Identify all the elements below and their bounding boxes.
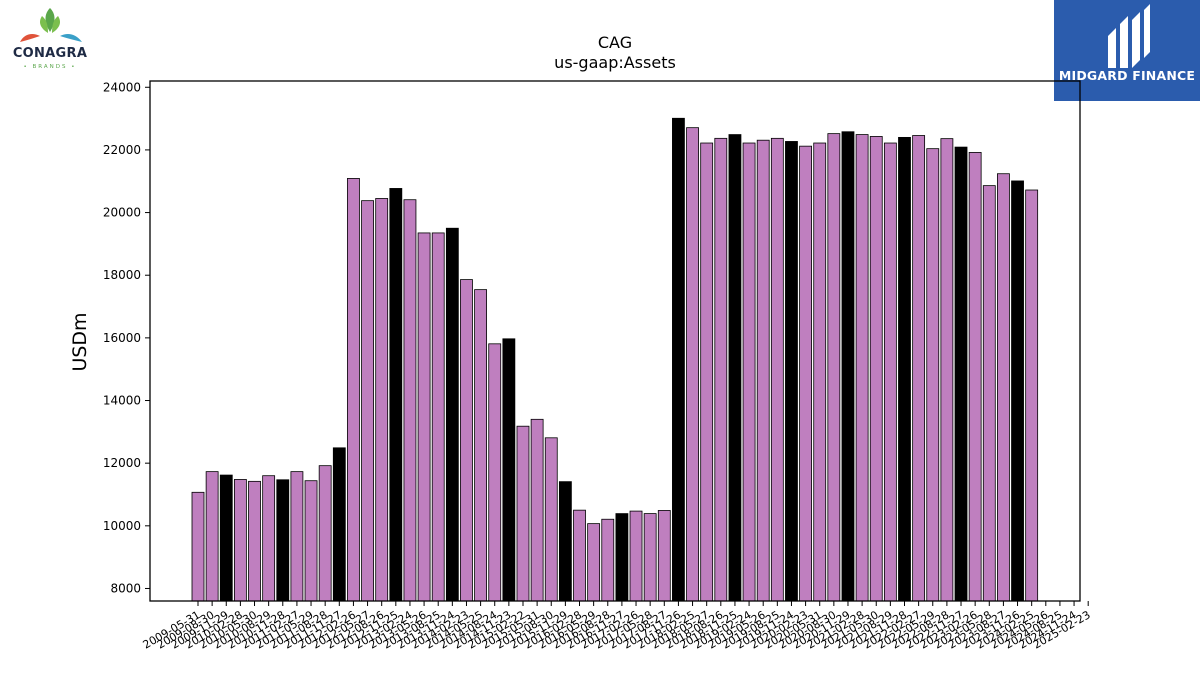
bar [219, 474, 233, 602]
bar [940, 138, 954, 602]
bar [474, 289, 488, 602]
y-axis-label: USDm [69, 312, 91, 371]
bar [601, 518, 615, 602]
bar [516, 425, 530, 602]
bar [347, 178, 360, 602]
bar [997, 173, 1010, 602]
bar [375, 198, 389, 602]
midgard-emblem-icon [1108, 4, 1150, 68]
bar [869, 136, 883, 602]
y-tick-label: 18000 [103, 268, 141, 282]
bar [742, 142, 756, 602]
bar [318, 465, 332, 602]
bar [544, 437, 558, 602]
bar [898, 136, 911, 602]
bar [813, 142, 827, 602]
bar [855, 134, 869, 602]
bar [756, 139, 770, 602]
conagra-subtext: • BRANDS • [23, 64, 77, 70]
plot-frame [149, 80, 1081, 602]
bar [643, 513, 657, 602]
bar [954, 146, 968, 602]
bar [883, 142, 897, 602]
bar [785, 141, 798, 602]
x-axis-ticks: 2009-05-312009-08-302009-11-292010-02-28… [141, 601, 1093, 652]
chart-subtitle: us-gaap:Assets [554, 53, 676, 72]
bar [248, 480, 261, 602]
bar [799, 145, 812, 602]
bar [558, 481, 572, 602]
bar [615, 513, 629, 602]
bar [926, 148, 940, 602]
bar [912, 135, 926, 602]
y-tick-label: 8000 [110, 581, 141, 595]
bar [332, 447, 346, 602]
bar [982, 185, 996, 602]
bars-group [191, 117, 1039, 602]
bar [629, 510, 643, 602]
bar [403, 199, 417, 602]
conagra-logo: CONAGRA • BRANDS • [0, 0, 100, 80]
bar [191, 491, 205, 602]
bar [502, 338, 516, 602]
bar [205, 471, 219, 602]
bar [361, 200, 374, 602]
bar [714, 137, 728, 602]
bar [573, 509, 586, 602]
chart-title: CAG [598, 33, 632, 52]
bar [389, 188, 403, 602]
y-tick-label: 24000 [103, 80, 141, 94]
bar [290, 471, 304, 602]
bar [841, 131, 855, 602]
midgard-wordmark: MIDGARD FINANCE [1058, 68, 1196, 83]
bar [460, 279, 473, 602]
bar [827, 133, 841, 602]
bar [1011, 180, 1024, 602]
conagra-wordmark: CONAGRA [12, 46, 88, 61]
bar [233, 479, 247, 602]
y-tick-label: 10000 [103, 519, 141, 533]
bar [700, 142, 714, 602]
bar [276, 479, 290, 602]
y-tick-label: 14000 [103, 394, 141, 408]
bar [686, 127, 699, 602]
bar [488, 343, 502, 602]
y-axis-ticks: 8000 10000 12000 14000 16000 18000 20000 22000 2… [103, 80, 150, 595]
bar [431, 232, 445, 602]
y-tick-label: 20000 [103, 206, 141, 220]
bar [530, 418, 544, 602]
bar [417, 232, 431, 602]
midgard-finance-logo: MIDGARD FINANCE [1054, 0, 1200, 101]
y-tick-label: 16000 [103, 331, 141, 345]
bar [657, 510, 671, 602]
bar [1025, 189, 1039, 602]
bar [262, 475, 276, 602]
bar [770, 137, 784, 602]
bar [445, 227, 459, 602]
bar [304, 480, 318, 602]
leaf-logo-icon [20, 8, 82, 42]
bar [728, 134, 742, 602]
bar [587, 523, 601, 602]
y-tick-label: 12000 [103, 456, 141, 470]
bar [968, 152, 982, 602]
y-tick-label: 22000 [103, 143, 141, 157]
bar [672, 117, 685, 602]
